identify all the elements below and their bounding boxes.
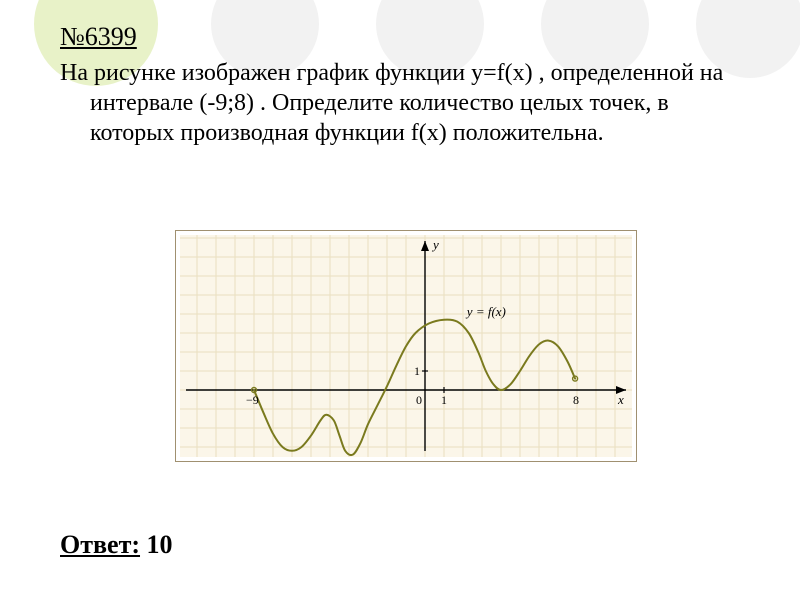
problem-text: На рисунке изображен график функции y=f(… [60, 58, 740, 148]
svg-text:x: x [617, 392, 624, 407]
answer-value: 10 [147, 530, 173, 559]
answer-label: Ответ: [60, 530, 140, 559]
svg-text:0: 0 [416, 393, 422, 407]
chart-container: 0 1 1 −9 8 x y y = f(x) [175, 230, 637, 462]
svg-text:1: 1 [414, 364, 420, 378]
svg-text:y = f(x): y = f(x) [465, 304, 506, 319]
svg-text:−9: −9 [246, 393, 259, 407]
svg-text:1: 1 [441, 393, 447, 407]
function-chart: 0 1 1 −9 8 x y y = f(x) [180, 235, 632, 457]
answer: Ответ: 10 [60, 530, 173, 560]
svg-text:y: y [431, 237, 439, 252]
svg-text:8: 8 [573, 393, 579, 407]
problem-number: №6399 [60, 22, 740, 52]
